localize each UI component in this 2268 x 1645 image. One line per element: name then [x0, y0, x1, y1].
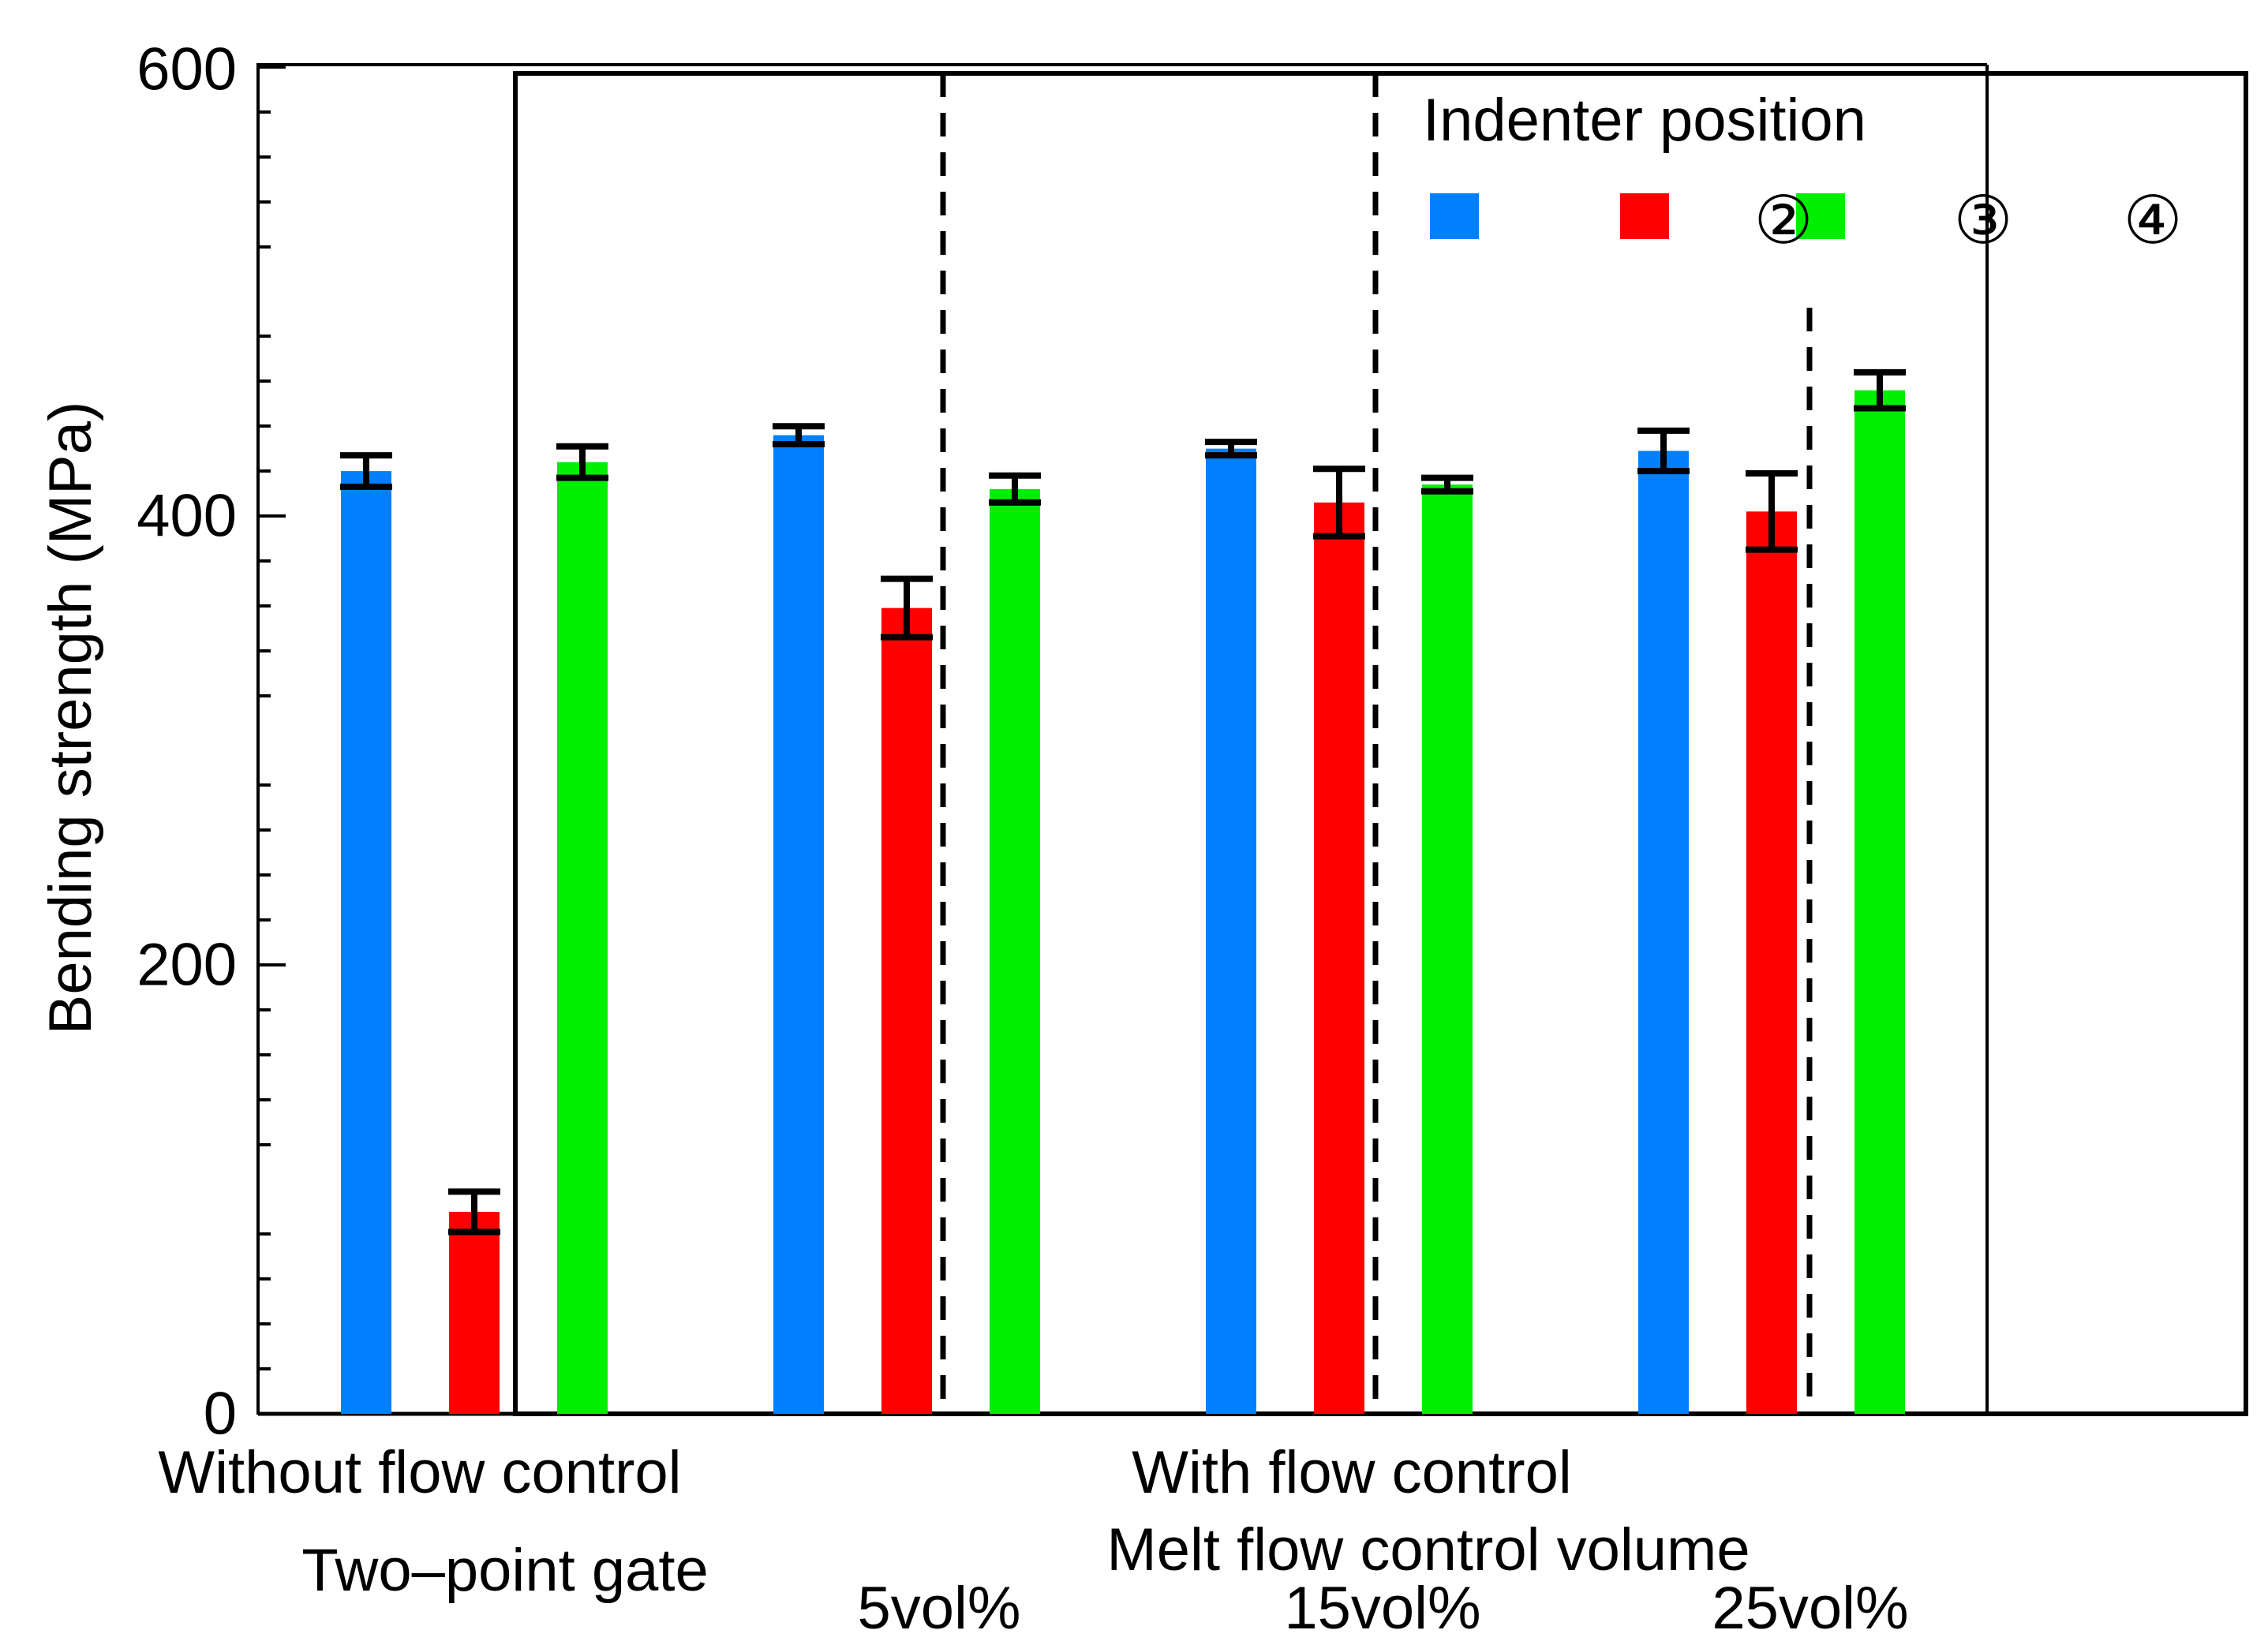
error-bar-group2-blue — [773, 423, 825, 447]
legend-swatch-green — [1796, 193, 1845, 239]
error-bar-group3-red — [1313, 465, 1365, 540]
y-tick-label: 200 — [137, 932, 237, 999]
bar-group1-red — [449, 1211, 500, 1414]
error-bar-group4-blue — [1637, 427, 1690, 475]
legend-marker-3: ③ — [1953, 181, 2012, 259]
error-bar-group2-green — [989, 472, 1041, 506]
bar-group1-blue — [341, 471, 391, 1414]
legend-title: Indenter position — [1423, 87, 1866, 154]
y-tick-label: 0 — [204, 1381, 237, 1448]
legend-marker-4: ④ — [2123, 181, 2182, 259]
legend-marker-2: ② — [1753, 181, 1813, 259]
label-two-point-gate: Two–point gate — [301, 1537, 709, 1604]
bar-group4-red — [1746, 511, 1797, 1414]
bar-group2-green — [990, 488, 1040, 1414]
bars-layer — [340, 368, 1906, 1415]
bar-group2-red — [881, 608, 932, 1414]
label-without-flow-control: Without flow control — [158, 1439, 681, 1506]
error-bar-group2-red — [881, 575, 933, 641]
label-15vol: 15vol% — [1284, 1575, 1480, 1642]
error-bar-group4-green — [1854, 368, 1906, 412]
y-axis-title: Bending strength (MPa) — [37, 402, 104, 1035]
legend-swatch-blue — [1430, 193, 1479, 239]
bar-group3-red — [1314, 502, 1364, 1415]
label-5vol: 5vol% — [858, 1575, 1021, 1642]
y-tick-label: 400 — [137, 483, 237, 550]
bar-group3-blue — [1206, 448, 1256, 1414]
bar-group2-blue — [773, 435, 824, 1414]
bar-group1-green — [557, 462, 608, 1414]
label-25vol: 25vol% — [1712, 1575, 1908, 1642]
bar-group3-green — [1422, 484, 1473, 1415]
error-bar-group1-blue — [340, 452, 392, 491]
legend-swatch-red — [1620, 193, 1669, 239]
error-bar-group1-red — [448, 1188, 500, 1236]
label-melt-flow-control-volume: Melt flow control volume — [1106, 1516, 1750, 1583]
bar-group4-blue — [1638, 451, 1689, 1414]
error-bar-group3-green — [1421, 474, 1473, 495]
error-bar-group3-blue — [1205, 439, 1257, 459]
bar-group4-green — [1854, 390, 1905, 1415]
error-bar-group1-green — [556, 443, 608, 481]
error-bar-group4-red — [1746, 469, 1798, 553]
label-with-flow-control: With flow control — [1132, 1439, 1572, 1506]
y-tick-label: 600 — [137, 36, 237, 103]
y-ticks — [258, 65, 286, 1415]
flow-control-frame-outer — [513, 71, 2248, 1416]
